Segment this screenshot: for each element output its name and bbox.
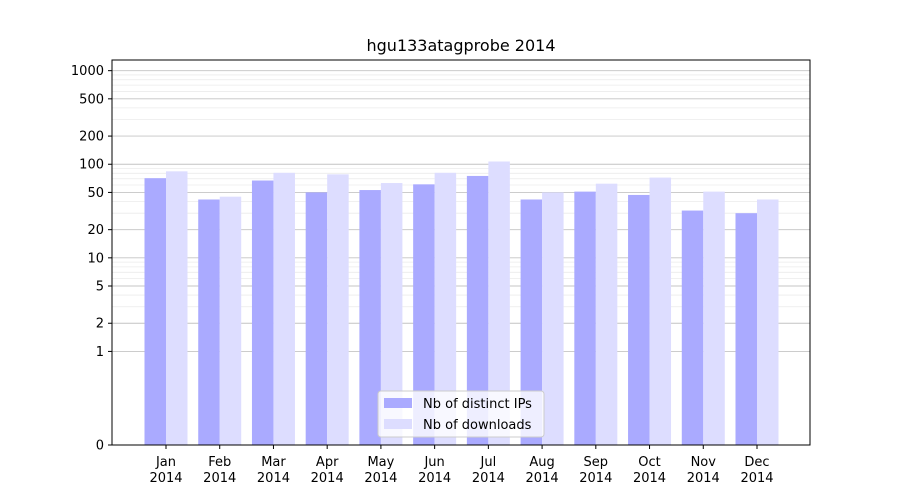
bar-downloads xyxy=(219,196,242,445)
bar-downloads xyxy=(757,199,779,445)
bar-distinct-ips xyxy=(574,191,596,445)
x-tick-label-year: 2014 xyxy=(687,471,720,486)
bar-distinct-ips xyxy=(735,213,757,445)
x-tick-label-year: 2014 xyxy=(311,471,344,486)
x-tick-label-month: Nov xyxy=(691,455,717,470)
y-tick-label: 0 xyxy=(96,439,104,454)
y-axis: 0 1 2 5 10 20 50 100 200 500 1000 xyxy=(71,64,112,454)
bar-distinct-ips xyxy=(681,210,704,445)
x-tick-label-month: Oct xyxy=(638,455,660,470)
legend-swatch xyxy=(384,419,412,429)
bar-downloads xyxy=(595,183,618,445)
legend-box xyxy=(377,390,545,438)
bar-downloads xyxy=(166,171,188,445)
legend-label: Nb of downloads xyxy=(423,418,532,433)
bar-downloads xyxy=(542,192,564,445)
x-tick-label-year: 2014 xyxy=(364,471,397,486)
x-axis: Jan2014Feb2014Mar2014Apr2014May2014Jun20… xyxy=(149,445,774,486)
y-tick-label: 1000 xyxy=(71,64,104,79)
bar-downloads xyxy=(273,172,295,445)
x-tick-label-month: Aug xyxy=(529,455,554,470)
bar-downloads xyxy=(380,183,403,446)
y-tick-label: 500 xyxy=(79,92,104,107)
legend-swatch xyxy=(384,398,412,408)
x-tick-label-year: 2014 xyxy=(740,471,773,486)
x-tick-label-month: Sep xyxy=(584,455,609,470)
bar-distinct-ips xyxy=(144,178,166,445)
x-tick-label-year: 2014 xyxy=(633,471,666,486)
x-tick-label-year: 2014 xyxy=(526,471,559,486)
bar-distinct-ips xyxy=(198,199,220,445)
x-tick-label-year: 2014 xyxy=(149,471,182,486)
y-tick-label: 10 xyxy=(87,251,104,266)
bars xyxy=(144,161,779,446)
bar-distinct-ips xyxy=(251,180,274,446)
bar-downloads xyxy=(434,172,457,445)
x-tick-label-month: Jul xyxy=(480,455,497,470)
y-tick-label: 2 xyxy=(96,317,104,332)
x-tick-label-month: Jun xyxy=(423,455,444,470)
bar-downloads xyxy=(649,177,672,446)
bar-distinct-ips xyxy=(359,190,381,445)
bar-downloads xyxy=(703,191,725,445)
x-tick-label-month: Jan xyxy=(155,455,176,470)
bar-distinct-ips xyxy=(413,184,435,445)
y-tick-label: 50 xyxy=(87,186,104,201)
bar-downloads xyxy=(488,161,510,445)
bar-distinct-ips xyxy=(520,199,543,445)
x-tick-label-month: May xyxy=(367,455,394,470)
bar-distinct-ips xyxy=(628,194,650,445)
y-tick-label: 200 xyxy=(79,130,104,145)
x-tick-label-year: 2014 xyxy=(257,471,290,486)
x-tick-label-month: Mar xyxy=(261,455,286,470)
y-tick-label: 1 xyxy=(96,345,104,360)
x-tick-label-year: 2014 xyxy=(203,471,236,486)
bar-downloads xyxy=(327,174,349,445)
chart-title: hgu133atagprobe 2014 xyxy=(367,36,556,55)
bar-distinct-ips xyxy=(305,192,328,445)
x-tick-label-month: Apr xyxy=(316,455,339,470)
x-tick-label-month: Feb xyxy=(208,455,231,470)
legend-label: Nb of distinct IPs xyxy=(423,397,532,412)
x-tick-label-year: 2014 xyxy=(472,471,505,486)
plot-frame xyxy=(111,59,811,446)
y-tick-label: 5 xyxy=(96,280,104,295)
x-tick-label-year: 2014 xyxy=(579,471,612,486)
bar-distinct-ips xyxy=(466,175,489,445)
x-tick-label-month: Dec xyxy=(744,455,769,470)
legend: Nb of distinct IPs Nb of downloads xyxy=(377,390,545,438)
y-tick-label: 20 xyxy=(87,223,104,238)
x-tick-label-year: 2014 xyxy=(418,471,451,486)
y-tick-label: 100 xyxy=(79,158,104,173)
